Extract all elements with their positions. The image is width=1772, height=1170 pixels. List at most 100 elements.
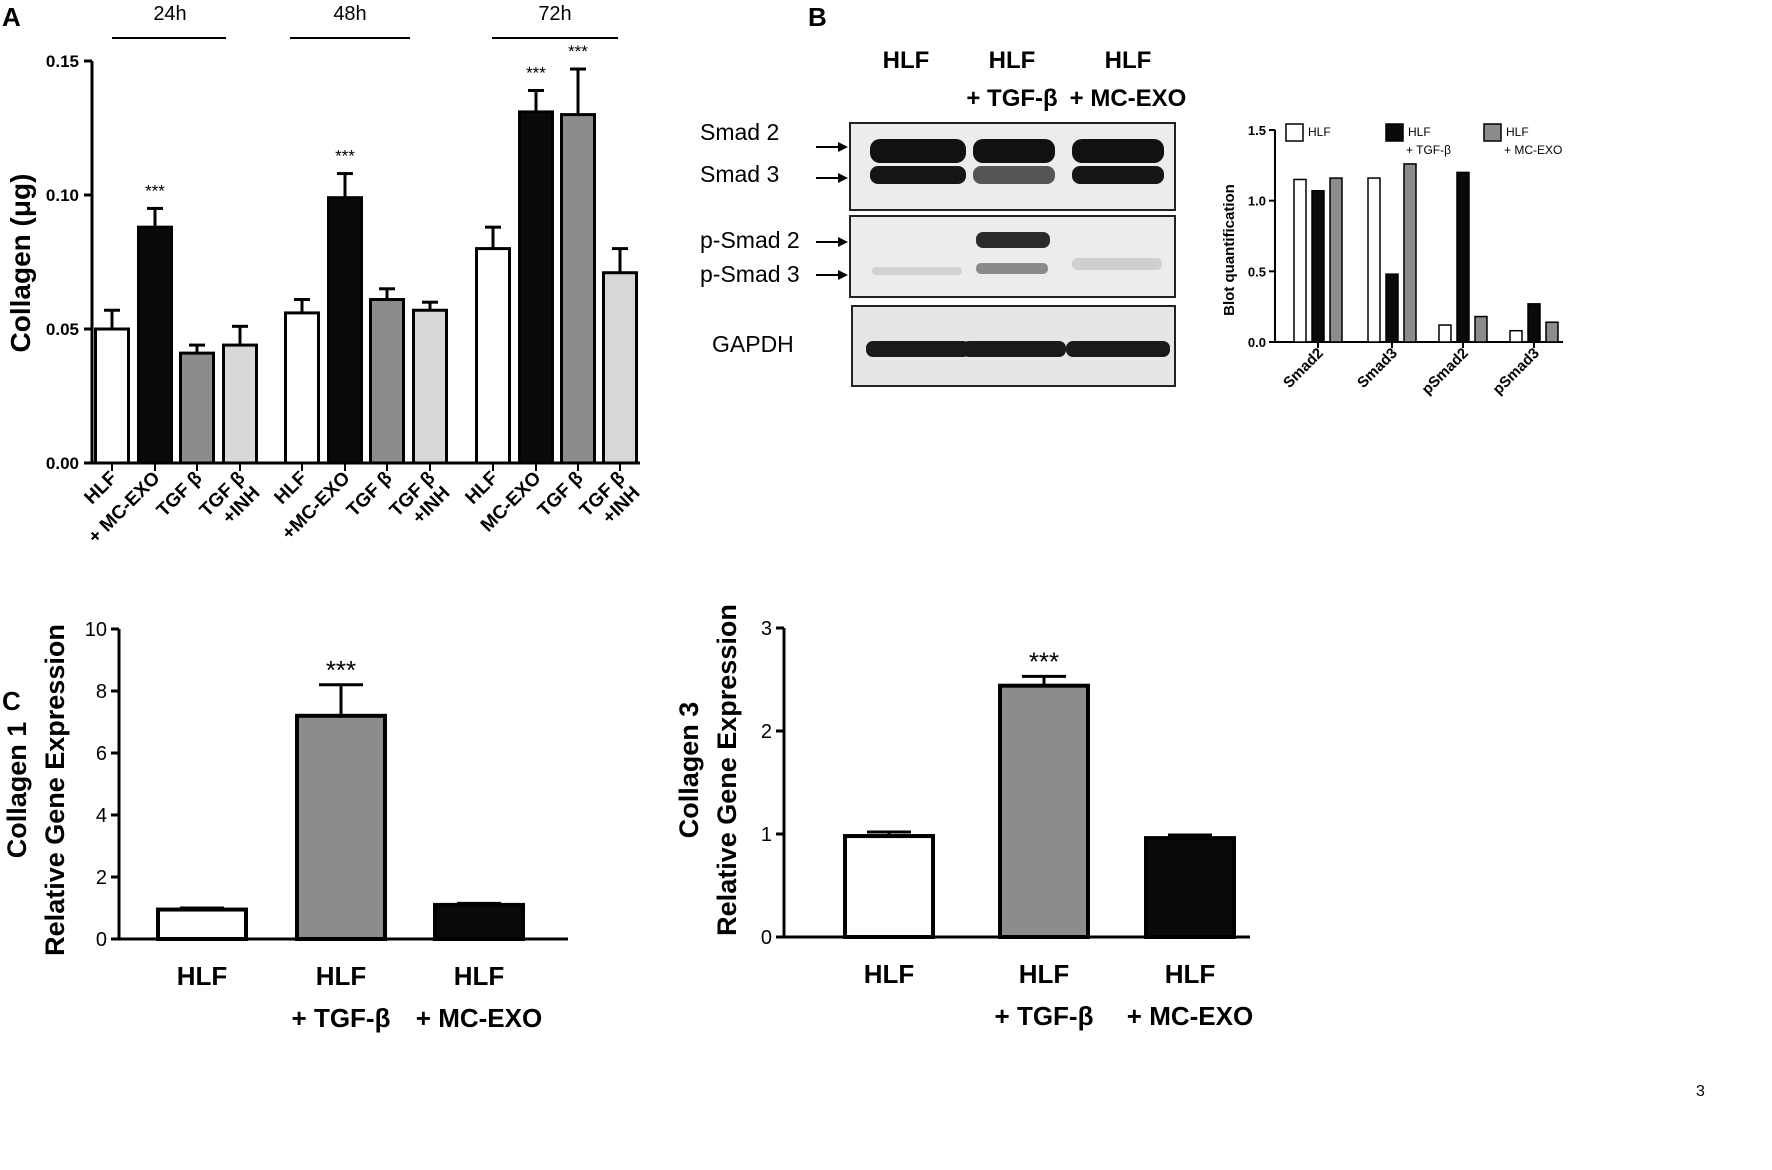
bar (222, 343, 258, 465)
bar (156, 907, 248, 941)
y-tick-label: 0 (761, 927, 772, 949)
arrow-head (838, 270, 848, 280)
x-tick-label: HLF (316, 961, 367, 991)
legend-label: + MC-EXO (1504, 143, 1562, 157)
y-tick-label: 0.5 (1248, 264, 1266, 279)
bar (475, 247, 511, 465)
band-psmad2-faint (1072, 258, 1162, 270)
y-tick-label: 6 (96, 743, 107, 765)
bar (94, 327, 130, 465)
y-tick-label: 4 (96, 805, 107, 827)
y-tick-label: 1.0 (1248, 194, 1266, 209)
band-psmad3 (976, 263, 1048, 274)
bar (433, 902, 525, 942)
blot-lane-header: HLF (1105, 47, 1152, 74)
band-psmad3-faint (872, 267, 962, 275)
corner-mark: 3 (1696, 1083, 1705, 1100)
x-tick-label: TGF β+INH (386, 468, 455, 537)
blot-box-psmad (849, 215, 1176, 298)
bar (843, 834, 935, 939)
bar (369, 298, 405, 465)
x-tick-label: TGF β (153, 468, 207, 522)
legend-swatch (1285, 123, 1304, 142)
blot-lane-header: HLF (883, 47, 930, 74)
label-smad2: Smad 2 (700, 119, 779, 145)
x-tick-label-line: TGF β (343, 468, 397, 522)
bar (1385, 273, 1399, 343)
legend-label: HLF (1506, 125, 1529, 139)
bar (560, 113, 596, 465)
band-smad2 (973, 139, 1055, 163)
label-gapdh: GAPDH (712, 331, 794, 357)
label-psmad2: p-Smad 2 (700, 227, 800, 253)
x-tick-label: HLF (177, 961, 228, 991)
chart-c-collagen1-expression: 0 2 4 6 8 10 Collagen 1 Relative Gene Expressio… (2, 619, 568, 1033)
x-tick-label: + TGF-β (995, 1001, 1094, 1031)
arrow-head (838, 142, 848, 152)
significance-marker: *** (326, 655, 356, 685)
x-tick-label: Smad3 (1354, 345, 1401, 392)
panel-label-b: B (808, 2, 827, 32)
x-tick-label: pSmad2 (1419, 345, 1472, 398)
band-psmad2 (976, 232, 1050, 248)
bar (1474, 315, 1488, 343)
x-tick-label-line: TGF β (534, 468, 588, 522)
bar (1438, 324, 1452, 343)
x-tick-label: TGF β (534, 468, 588, 522)
bar (284, 311, 320, 465)
y-axis-label: Relative Gene Expression (712, 604, 742, 936)
bar (412, 308, 448, 465)
x-tick-label: HLF (1019, 959, 1070, 989)
x-tick-label: + MC-EXO (416, 1003, 542, 1033)
x-tick-label: + TGF-β (292, 1003, 391, 1033)
bar (1456, 171, 1470, 343)
band-gapdh (962, 341, 1066, 357)
y-tick-label: 0 (96, 929, 107, 951)
group-label: 24h (153, 3, 186, 25)
significance-marker: *** (1029, 646, 1059, 676)
group-label: 48h (333, 3, 366, 25)
x-tick-label: HLF (454, 961, 505, 991)
band-smad3 (870, 166, 966, 184)
bar (179, 351, 215, 465)
y-tick-label: 0.15 (46, 52, 79, 71)
bar (1311, 190, 1325, 343)
significance-marker: *** (526, 63, 546, 82)
significance-marker: *** (145, 181, 165, 200)
x-tick-label: pSmad3 (1490, 345, 1543, 398)
chart-b-blot-quantification: 0.0 0.5 1.0 1.5 Blot quantification Smad2 Smad… (1221, 123, 1563, 398)
y-tick-label: 0.05 (46, 320, 79, 339)
y-axis-label: Relative Gene Expression (40, 624, 70, 956)
legend-swatch (1385, 123, 1404, 142)
y-tick-label: 0.00 (46, 454, 79, 473)
legend-swatch (1483, 123, 1502, 142)
band-smad3 (1072, 166, 1164, 184)
bar (327, 196, 363, 465)
western-blot-panel: HLF HLF + TGF-β HLF + MC-EXO Smad 2 Smad 3 p-Sm… (700, 47, 1187, 387)
label-psmad3: p-Smad 3 (700, 261, 800, 287)
bar (518, 110, 554, 465)
blot-lane-header: HLF (989, 47, 1036, 74)
blot-lane-header: + TGF-β (966, 85, 1057, 112)
x-tick-label: TGF β+INH (576, 468, 645, 537)
x-tick-label: HLF (1165, 959, 1216, 989)
y-tick-label: 1.5 (1248, 123, 1266, 138)
band-gapdh (866, 341, 970, 357)
bar (295, 713, 387, 941)
band-gapdh (1066, 341, 1170, 357)
x-tick-label: TGF β (343, 468, 397, 522)
x-tick-label: TGF β+INH (196, 468, 265, 537)
legend-label: HLF (1408, 125, 1431, 139)
bar (1293, 178, 1307, 343)
arrow-head (838, 173, 848, 183)
bar (1329, 177, 1343, 343)
y-axis-label: Collagen (μg) (5, 174, 36, 353)
blot-lane-header: + MC-EXO (1070, 85, 1187, 112)
x-tick-label: Smad2 (1280, 345, 1327, 392)
band-smad3 (973, 166, 1055, 184)
y-axis-label: Blot quantification (1221, 184, 1238, 316)
bar (1144, 836, 1236, 939)
label-smad3: Smad 3 (700, 161, 779, 187)
bar (602, 271, 638, 465)
